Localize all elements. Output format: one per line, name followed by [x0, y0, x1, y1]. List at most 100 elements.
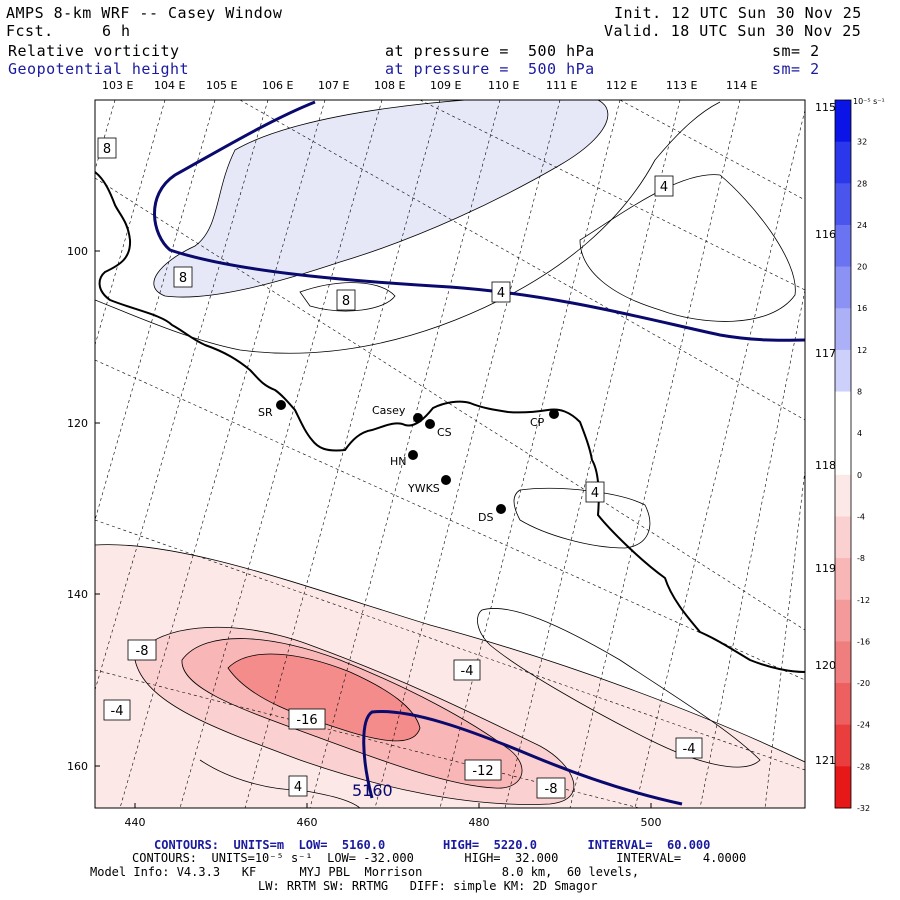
colorbar-level-label: -12 — [857, 596, 870, 605]
colorbar-swatch — [835, 558, 851, 601]
colorbar-level-label: 32 — [857, 138, 867, 147]
map-canvas: 103 E 104 E 105 E 106 E 107 E 108 E 109 … — [67, 79, 885, 829]
colorbar-level-label: -4 — [857, 512, 865, 521]
x-axis: 440 460 480 500 — [125, 803, 662, 829]
footer-line1-low-label: LOW= — [298, 838, 328, 852]
station-label-ds: DS — [478, 511, 493, 524]
antarctic-coastline — [95, 171, 805, 673]
vorticity-minus16-area — [228, 654, 420, 741]
lon-label-108: 108 E — [374, 79, 405, 92]
field1-name: Relative vorticity — [8, 42, 180, 60]
lon-label-106: 106 E — [262, 79, 293, 92]
init-time: Init. 12 UTC Sun 30 Nov 25 — [614, 4, 862, 22]
station-label-sr: SR — [258, 406, 273, 419]
colorbar-level-label: -8 — [857, 554, 865, 563]
footer-model-info: Model Info: V4.3.3 KF MYJ PBL Morrison 8… — [90, 865, 640, 879]
footer-line1-label: CONTOURS: — [154, 838, 220, 852]
y-tick-160: 160 — [67, 760, 88, 773]
footer-line1-interval: 60.000 — [667, 838, 711, 852]
colorbar-swatch — [835, 641, 851, 684]
contour-label-4d: 4 — [288, 775, 308, 797]
lat-lon-grid — [95, 100, 805, 808]
colorbar-swatch — [835, 433, 851, 476]
contour-label-8c: 8 — [336, 289, 356, 311]
valid-time: Valid. 18 UTC Sun 30 Nov 25 — [604, 22, 862, 40]
colorbar-swatch — [835, 224, 851, 268]
colorbar-swatch — [835, 683, 851, 726]
footer-line2-high: 32.000 — [514, 851, 559, 865]
svg-text:-12: -12 — [472, 764, 493, 779]
colorbar: 10⁻⁵ s⁻¹ 32 28 24 20 16 12 8 4 0 -4 -8 -12 -16 -20 -24… — [834, 97, 885, 813]
forecast-hour: 6 h — [102, 22, 131, 40]
footer-line1: CONTOURS: UNITS=m LOW= 5160.0 HIGH= 5220… — [154, 839, 710, 852]
plot-frame — [94, 99, 806, 809]
field2-smoothing: sm= 2 — [772, 60, 820, 78]
x-tick-500: 500 — [641, 816, 662, 829]
svg-text:8: 8 — [342, 294, 350, 309]
colorbar-level-label: 0 — [857, 471, 862, 480]
map-title: AMPS 8-km WRF -- Casey Window — [6, 4, 283, 22]
colorbar-swatch — [835, 308, 851, 351]
colorbar-swatch — [835, 599, 851, 642]
contour-label-minus4b: -4 — [453, 659, 481, 681]
station-label-cs: CS — [437, 426, 452, 439]
station-dot-hn — [408, 450, 418, 460]
colorbar-swatch — [835, 766, 851, 809]
lon-label-114: 114 E — [726, 79, 757, 92]
colorbar-level-label: 8 — [857, 388, 862, 397]
footer-line2-low: -32.000 — [363, 851, 414, 865]
station-dot-casey — [413, 413, 423, 423]
footer-line1-high: 5220.0 — [493, 838, 537, 852]
top-longitude-labels: 103 E 104 E 105 E 106 E 107 E 108 E 109 … — [102, 79, 757, 92]
svg-text:-4: -4 — [111, 704, 124, 719]
svg-text:-8: -8 — [136, 644, 149, 659]
svg-text:-16: -16 — [296, 713, 317, 728]
footer-line2-interval: 4.0000 — [702, 851, 747, 865]
footer-line1-low: 5160.0 — [341, 838, 386, 852]
y-tick-100: 100 — [67, 245, 88, 258]
colorbar-swatch — [835, 724, 851, 767]
station-label-ywks: YWKS — [407, 482, 440, 495]
lon-label-105: 105 E — [206, 79, 237, 92]
lon-label-109: 109 E — [430, 79, 461, 92]
svg-text:4: 4 — [591, 486, 599, 501]
contour-label-minus4c: -4 — [675, 737, 703, 759]
contour-label-8b: 8 — [173, 266, 193, 288]
contour-labels: 8 8 8 4 4 4 4 -8 -8 -4 -4 -4 -16 -12 516… — [97, 137, 703, 800]
contour-label-minus8b: -8 — [536, 777, 566, 799]
svg-text:8: 8 — [103, 142, 111, 157]
station-label-cp: CP — [530, 416, 545, 429]
colorbar-swatch — [835, 100, 851, 143]
colorbar-level-label: 20 — [857, 263, 867, 272]
lon-label-107: 107 E — [318, 79, 349, 92]
station-dot-sr — [276, 400, 286, 410]
contour-label-minus12: -12 — [464, 759, 502, 781]
y-axis: 100 120 140 160 — [67, 245, 100, 773]
footer-line2-low-label: LOW= — [327, 851, 356, 865]
footer-line2-label: CONTOURS: — [132, 851, 198, 865]
footer-physics: LW: RRTM SW: RRTMG DIFF: simple KM: 2D S… — [258, 879, 598, 893]
footer-line2: CONTOURS: UNITS=10⁻⁵ s⁻¹ LOW= -32.000 HI… — [132, 852, 746, 865]
footer-line1-high-label: HIGH= — [443, 838, 480, 852]
colorbar-swatch — [835, 266, 851, 309]
svg-text:4: 4 — [660, 180, 668, 195]
footer-line1-units: UNITS=m — [233, 838, 285, 852]
height-label-5160: 5160 — [352, 781, 393, 800]
contour-label-minus4a: -4 — [103, 699, 131, 721]
geopotential-height-contours — [153, 100, 805, 806]
colorbar-swatch — [835, 516, 851, 559]
colorbar-level-label: -32 — [857, 804, 870, 813]
colorbar-level-label: -20 — [857, 679, 870, 688]
lon-label-110: 110 E — [488, 79, 519, 92]
station-dot-cp — [549, 409, 559, 419]
lon-label-113: 113 E — [666, 79, 697, 92]
colorbar-level-label: 4 — [857, 429, 862, 438]
lon-label-104: 104 E — [154, 79, 185, 92]
colorbar-swatch — [835, 391, 851, 434]
colorbar-level-label: 28 — [857, 179, 867, 188]
contour-label-4b: 4 — [491, 281, 511, 303]
field1-smoothing: sm= 2 — [772, 42, 820, 60]
footer-line2-high-label: HIGH= — [464, 851, 501, 865]
contour-label-8a: 8 — [97, 137, 117, 159]
forecast-label: Fcst. — [6, 22, 54, 40]
